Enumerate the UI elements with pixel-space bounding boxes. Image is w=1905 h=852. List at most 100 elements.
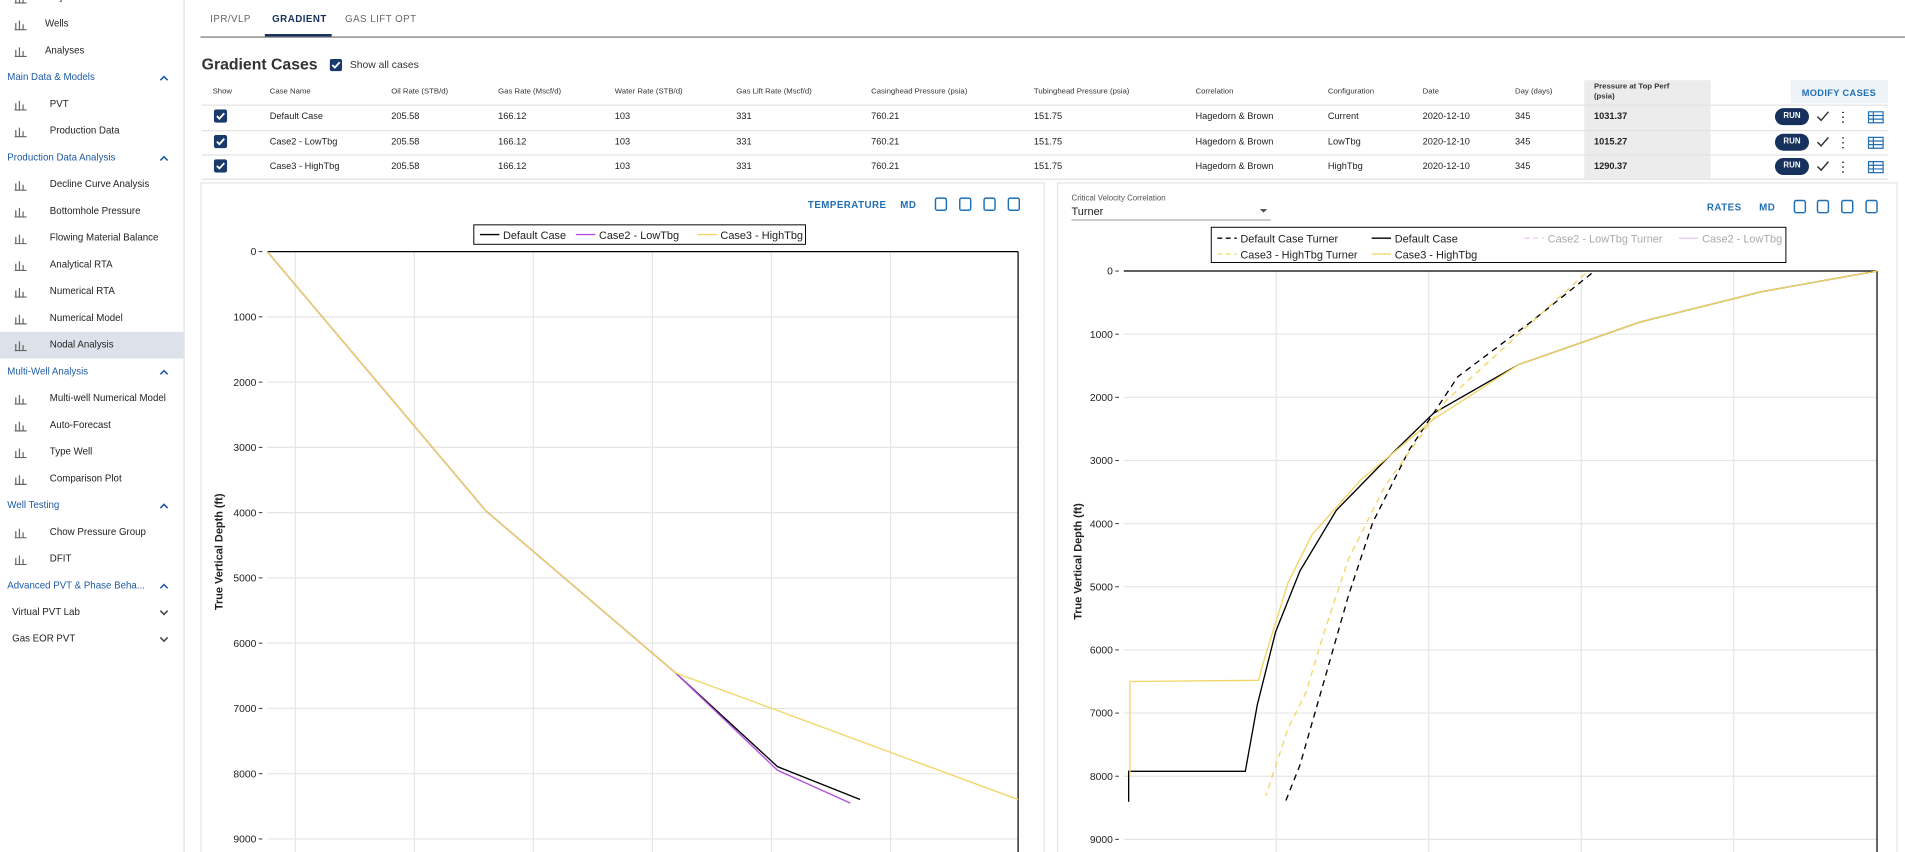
tab[interactable]: GAS LIFT OPT bbox=[345, 13, 417, 25]
toolbar-icon[interactable] bbox=[1816, 199, 1830, 214]
nav-icon bbox=[14, 100, 27, 111]
row-divider bbox=[201, 130, 1888, 132]
column-header: Show bbox=[212, 87, 233, 97]
legend-label[interactable]: Case3 - HighTbg Turner bbox=[1240, 249, 1357, 261]
show-all-checkbox[interactable] bbox=[329, 58, 342, 72]
column-header: Configuration bbox=[1327, 87, 1375, 97]
toolbar-icon[interactable] bbox=[983, 197, 996, 211]
chevron[interactable] bbox=[159, 582, 169, 589]
run-button[interactable]: RUN bbox=[1774, 108, 1809, 126]
nav-group[interactable]: Gas EOR PVT bbox=[0, 626, 183, 653]
nav-item[interactable]: Comparison Plot bbox=[0, 465, 183, 492]
column-header: Correlation bbox=[1195, 87, 1234, 97]
row-checkbox[interactable] bbox=[213, 159, 228, 173]
toolbar-icon[interactable] bbox=[1007, 197, 1021, 211]
run-button[interactable]: RUN bbox=[1774, 158, 1809, 176]
chevron[interactable] bbox=[159, 368, 169, 375]
toolbar-button[interactable]: RATES bbox=[1707, 202, 1742, 213]
check-icon[interactable] bbox=[1816, 111, 1829, 122]
nav-top[interactable]: Projects bbox=[0, 0, 183, 11]
nav-item[interactable]: Chow Pressure Group bbox=[0, 519, 183, 546]
modify-cases-button[interactable]: MODIFY CASES bbox=[1801, 87, 1877, 99]
nav-section[interactable]: Advanced PVT & Phase Beha... bbox=[0, 572, 183, 599]
nav-item[interactable]: Type Well bbox=[0, 439, 183, 466]
icon-glyph bbox=[14, 234, 27, 245]
nav-item[interactable]: Flowing Material Balance bbox=[0, 225, 183, 252]
check-icon[interactable] bbox=[1816, 136, 1829, 147]
tab[interactable]: IPR/VLP bbox=[210, 13, 251, 25]
nav-item[interactable]: DFIT bbox=[0, 546, 183, 573]
table-icon[interactable] bbox=[1867, 161, 1884, 174]
chevron[interactable] bbox=[159, 636, 169, 643]
legend-label[interactable]: Case2 - LowTbg Turner bbox=[1548, 233, 1663, 245]
legend-label[interactable]: Case3 - HighTbg bbox=[720, 230, 803, 242]
tab[interactable]: GRADIENT bbox=[272, 13, 327, 25]
check-icon[interactable] bbox=[1816, 161, 1829, 172]
toolbar-icon[interactable] bbox=[1841, 199, 1854, 214]
column-header: Tubinghead Pressure (psia) bbox=[1033, 87, 1130, 97]
chevron[interactable] bbox=[159, 154, 169, 161]
toolbar-icon[interactable] bbox=[1865, 199, 1878, 214]
nav-item[interactable]: Nodal Analysis bbox=[0, 331, 184, 359]
legend-label[interactable]: Case2 - LowTbg bbox=[1702, 233, 1782, 245]
run-button[interactable]: RUN bbox=[1774, 133, 1809, 151]
modify-button-bg bbox=[1790, 80, 1888, 104]
row-checkbox[interactable] bbox=[213, 109, 228, 123]
row-actions[interactable] bbox=[1816, 135, 1889, 150]
nav-icon bbox=[14, 448, 27, 459]
nav-item[interactable]: Analytical RTA bbox=[0, 252, 183, 279]
legend-label[interactable]: Case2 - LowTbg bbox=[599, 230, 679, 242]
nav-item[interactable]: Multi-well Numerical Model bbox=[0, 385, 183, 412]
nav-item[interactable]: Auto-Forecast bbox=[0, 412, 183, 439]
nav-section[interactable]: Production Data Analysis bbox=[0, 145, 183, 172]
nav-item[interactable]: Decline Curve Analysis bbox=[0, 171, 183, 198]
legend-label[interactable]: Default Case bbox=[1395, 233, 1458, 245]
y-tick-label: 4000 bbox=[1090, 519, 1113, 530]
nav-label: Type Well bbox=[49, 446, 93, 457]
tab-underline bbox=[264, 34, 332, 37]
row-actions[interactable] bbox=[1816, 109, 1889, 124]
nav-group[interactable]: Virtual PVT Lab bbox=[0, 599, 183, 626]
toolbar-button[interactable]: MD bbox=[1759, 202, 1775, 213]
nav-label: PVT bbox=[49, 98, 69, 110]
toolbar-icon[interactable] bbox=[959, 197, 972, 211]
chevron-glyph bbox=[159, 155, 169, 161]
chevron[interactable] bbox=[159, 74, 169, 81]
nav-section[interactable]: Main Data & Models bbox=[0, 64, 183, 91]
nav-item[interactable]: Numerical Model bbox=[0, 305, 183, 332]
chevron[interactable] bbox=[159, 502, 169, 509]
cell: 205.58 bbox=[391, 160, 420, 172]
row-checkbox[interactable] bbox=[213, 134, 228, 149]
toolbar-icon[interactable] bbox=[934, 197, 948, 211]
selector-value[interactable]: Turner bbox=[1072, 206, 1104, 218]
nav-label: Decline Curve Analysis bbox=[49, 178, 150, 190]
nav-label: Numerical RTA bbox=[49, 285, 115, 297]
nav-top[interactable]: Wells bbox=[0, 11, 183, 38]
nav-section[interactable]: Multi-Well Analysis bbox=[0, 359, 183, 386]
tab-divider bbox=[200, 36, 1905, 38]
table-icon[interactable] bbox=[1867, 136, 1884, 149]
legend-label[interactable]: Default Case Turner bbox=[1240, 233, 1338, 245]
y-tick-label: 1000 bbox=[233, 312, 256, 323]
selector-caret[interactable] bbox=[1259, 209, 1268, 213]
legend-label[interactable]: Case3 - HighTbg bbox=[1395, 249, 1478, 261]
nav-top[interactable]: Analyses bbox=[0, 38, 183, 65]
y-axis-label: True Vertical Depth (ft) bbox=[213, 493, 225, 610]
table-icon[interactable] bbox=[1867, 111, 1884, 124]
nav-label: Gas EOR PVT bbox=[12, 633, 76, 645]
nav-item[interactable]: Bottomhole Pressure bbox=[0, 198, 183, 225]
nav-icon bbox=[14, 288, 27, 298]
nav-label: Bottomhole Pressure bbox=[49, 205, 141, 217]
cell: 166.12 bbox=[498, 136, 527, 148]
row-actions[interactable] bbox=[1816, 159, 1889, 174]
toolbar-button[interactable]: MD bbox=[900, 200, 916, 211]
nav-section[interactable]: Well Testing bbox=[0, 492, 183, 519]
nav-item[interactable]: PVT bbox=[0, 91, 183, 118]
toolbar-button[interactable]: TEMPERATURE bbox=[808, 200, 887, 211]
nav-item[interactable]: Production Data bbox=[0, 118, 183, 145]
toolbar-icon[interactable] bbox=[1793, 199, 1807, 214]
cell: 205.58 bbox=[391, 136, 420, 148]
chevron[interactable] bbox=[159, 609, 169, 616]
legend-label[interactable]: Default Case bbox=[503, 230, 566, 242]
nav-item[interactable]: Numerical RTA bbox=[0, 278, 183, 305]
